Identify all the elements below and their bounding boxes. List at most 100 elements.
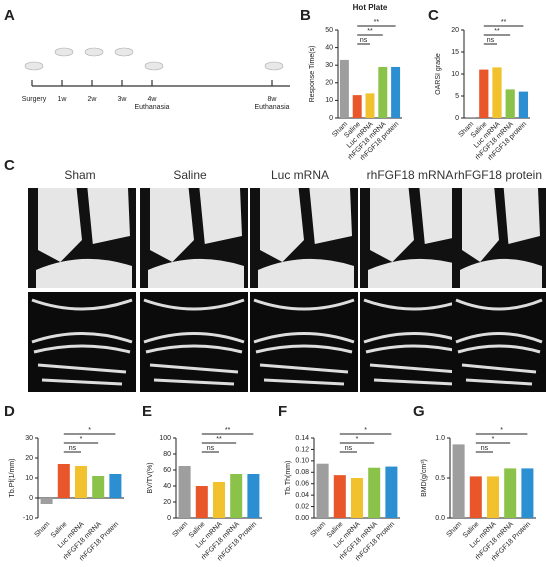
bar — [109, 474, 122, 498]
bar — [486, 476, 500, 518]
column-label: Sham — [64, 168, 95, 182]
trabecular — [143, 298, 245, 386]
trabecular — [363, 298, 465, 386]
y-tick-label: 80 — [163, 451, 171, 458]
bar — [212, 482, 226, 518]
y-tick-label: 0 — [455, 115, 459, 122]
bone — [148, 188, 244, 288]
bar — [521, 468, 534, 518]
panel-label: A — [4, 7, 15, 24]
bone — [460, 188, 542, 288]
bar — [230, 474, 243, 518]
bar — [479, 69, 489, 118]
bar — [452, 444, 465, 518]
bone — [368, 188, 464, 288]
ct-slice — [28, 292, 136, 392]
timeline-label: 2w — [88, 96, 98, 103]
bar — [333, 475, 346, 518]
y-axis-label: BMD(g/cm³) — [421, 459, 428, 497]
bar — [92, 476, 105, 498]
significance-label: * — [492, 436, 495, 443]
panel-label: G — [413, 403, 425, 420]
y-axis-label: Response Time(s) — [309, 46, 316, 103]
column-label: Luc mRNA — [271, 168, 329, 182]
significance-label: ns — [360, 37, 368, 44]
significance-label: ** — [367, 28, 373, 35]
trabecular — [31, 298, 133, 386]
y-tick-label: 0.0 — [435, 515, 445, 522]
panel-label: C — [4, 157, 15, 174]
y-tick-label: 0 — [329, 115, 333, 122]
bar — [465, 117, 476, 118]
bar — [350, 478, 364, 518]
significance-label: ns — [481, 445, 489, 452]
x-tick-label: Sham — [171, 521, 189, 539]
significance-label: ** — [501, 19, 507, 26]
mouse-icons — [24, 47, 284, 71]
y-tick-label: 0.08 — [295, 469, 309, 476]
y-tick-label: 0.14 — [295, 435, 309, 442]
panel-label: E — [142, 403, 152, 420]
y-axis-label: Tb.Pf(1/mm) — [9, 459, 16, 498]
significance-label: * — [364, 427, 367, 434]
y-tick-label: 10 — [325, 97, 333, 104]
timeline-label: 3w — [118, 96, 128, 103]
bar — [247, 474, 260, 518]
bar — [469, 476, 482, 518]
significance-label: * — [356, 436, 359, 443]
y-tick-label: 20 — [451, 27, 459, 34]
bar — [57, 464, 70, 498]
significance-label: ns — [487, 37, 495, 44]
ct-slice — [140, 292, 248, 392]
timeline-label: Euthanasia — [134, 104, 169, 111]
significance-label: * — [80, 436, 83, 443]
bar — [505, 89, 515, 118]
y-tick-label: 20 — [325, 80, 333, 87]
y-tick-label: 15 — [451, 49, 459, 56]
column-label: Saline — [173, 168, 207, 182]
ct-slice — [250, 292, 358, 392]
timeline-label: 1w — [58, 96, 68, 103]
significance-label: ** — [216, 436, 222, 443]
significance-label: * — [88, 427, 91, 434]
y-tick-label: 50 — [325, 27, 333, 34]
y-tick-label: 30 — [325, 62, 333, 69]
micro-ct-images — [28, 188, 546, 392]
significance-label: ns — [345, 445, 353, 452]
y-tick-label: 0 — [167, 515, 171, 522]
significance-label: ns — [207, 445, 215, 452]
y-tick-label: 100 — [159, 435, 171, 442]
bar — [352, 95, 362, 118]
y-axis-label: BV/TV(%) — [147, 462, 154, 493]
y-tick-label: 0.04 — [295, 492, 309, 499]
timeline-label: Euthanasia — [254, 104, 289, 111]
timeline-label: 8w — [268, 96, 278, 103]
y-tick-label: -10 — [23, 515, 33, 522]
y-tick-label: 0.5 — [435, 475, 445, 482]
bar — [385, 466, 398, 518]
significance-label: ns — [69, 445, 77, 452]
bone — [36, 188, 132, 288]
ct-slice — [452, 292, 546, 392]
panel-label: F — [278, 403, 287, 420]
significance-label: ** — [494, 28, 500, 35]
bar — [178, 466, 191, 518]
bar — [368, 467, 381, 518]
y-tick-label: 0 — [29, 495, 33, 502]
x-tick-label: Sham — [445, 521, 463, 539]
y-tick-label: 0.12 — [295, 446, 309, 453]
trabecular — [455, 298, 543, 386]
panel-label: B — [300, 7, 311, 24]
bar — [195, 486, 208, 518]
significance-label: * — [500, 427, 503, 434]
ct-slice — [360, 292, 468, 392]
panel-label: C — [428, 7, 439, 24]
x-tick-label: Sham — [33, 521, 51, 539]
significance-label: ** — [225, 427, 231, 434]
bar — [365, 93, 375, 118]
y-tick-label: 10 — [451, 71, 459, 78]
y-tick-label: 30 — [25, 435, 33, 442]
bar — [316, 463, 329, 518]
bar — [339, 59, 349, 118]
